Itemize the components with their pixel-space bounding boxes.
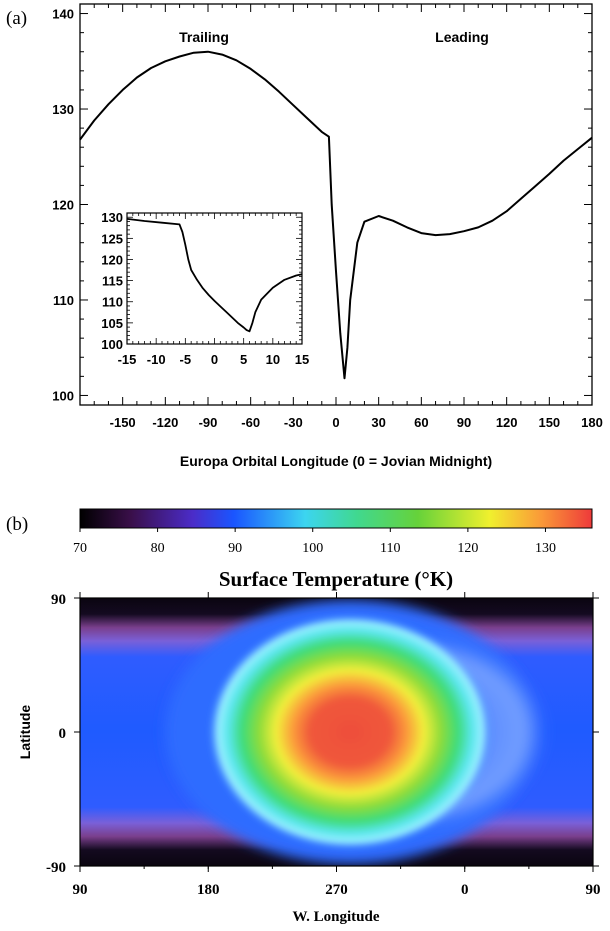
y-tick-label: 110 bbox=[53, 293, 74, 308]
inset-x-tick-label: 5 bbox=[240, 352, 247, 367]
x-axis-title-b: W. Longitude bbox=[293, 909, 380, 925]
x-tick-label: 120 bbox=[496, 415, 518, 430]
heatmap-ticks: 90 180 270 0 90 90 0 -90 bbox=[46, 592, 601, 898]
y-tick-label: 140 bbox=[52, 7, 74, 22]
x-tick-label: 0 bbox=[332, 415, 339, 430]
inset-y-tick-label: 105 bbox=[101, 316, 123, 331]
x-tick-label: -60 bbox=[241, 415, 260, 430]
inset-y-tick-label: 130 bbox=[101, 210, 123, 225]
colorbar-tick-label: 90 bbox=[228, 541, 242, 556]
inset-chart: -15 -10 -5 0 5 10 15 100 105 110 115 120 125 130 bbox=[101, 210, 309, 367]
x-tick-label: -120 bbox=[152, 415, 178, 430]
inset-y-tick-label: 120 bbox=[101, 252, 123, 267]
inset-x-tick-label: 0 bbox=[211, 352, 218, 367]
x-tick-label: 90 bbox=[457, 415, 471, 430]
inset-y-tick-label: 110 bbox=[102, 295, 123, 310]
leading-annotation: Leading bbox=[435, 29, 489, 45]
x-tick-label: 60 bbox=[414, 415, 428, 430]
inset-y-tick-label: 125 bbox=[101, 231, 123, 246]
x-tick-label: 30 bbox=[371, 415, 385, 430]
x-tick-label: -90 bbox=[199, 415, 218, 430]
map-y-tick-label: 90 bbox=[51, 592, 66, 608]
colorbar-tick-label: 80 bbox=[151, 541, 165, 556]
line-chart-a: -150 -120 -90 -60 -30 0 30 60 90 120 150 1801001101… bbox=[52, 3, 603, 430]
x-axis-title-a: Europa Orbital Longitude (0 = Jovian Mid… bbox=[180, 453, 492, 469]
inset-x-tick-label: 10 bbox=[266, 352, 280, 367]
inset-x-tick-label: -15 bbox=[118, 352, 137, 367]
colorbar-ticks: 70 80 90 100 110 120 130 bbox=[73, 528, 556, 556]
x-tick-label: -30 bbox=[284, 415, 303, 430]
colorbar-tick-label: 120 bbox=[457, 541, 478, 556]
y-tick-label: 100 bbox=[52, 388, 74, 403]
temperature-line bbox=[79, 50, 593, 380]
colorbar-tick-label: 70 bbox=[73, 541, 87, 556]
y-axis-title-b: Latitude bbox=[17, 705, 33, 760]
map-x-tick-label: 270 bbox=[325, 882, 348, 898]
colorbar-tick-label: 110 bbox=[380, 541, 400, 556]
map-x-tick-label: 90 bbox=[586, 882, 601, 898]
inset-y-tick-label: 115 bbox=[102, 274, 123, 289]
inset-x-tick-label: 15 bbox=[295, 352, 309, 367]
inset-line bbox=[126, 218, 303, 333]
x-tick-label: 180 bbox=[581, 415, 603, 430]
inset-x-tick-label: -5 bbox=[180, 352, 192, 367]
inset-x-tick-label: -10 bbox=[147, 352, 166, 367]
map-x-tick-label: 90 bbox=[73, 882, 88, 898]
trailing-annotation: Trailing bbox=[179, 29, 229, 45]
map-title: Surface Temperature (°K) bbox=[219, 567, 453, 591]
colorbar-tick-label: 100 bbox=[302, 541, 323, 556]
panel-b-label: (b) bbox=[6, 514, 28, 535]
map-y-tick-label: -90 bbox=[46, 860, 66, 876]
temperature-heatmap bbox=[80, 598, 593, 866]
inset-frame bbox=[126, 212, 303, 345]
map-x-tick-label: 0 bbox=[461, 882, 469, 898]
y-tick-label: 120 bbox=[52, 198, 74, 213]
panel-a-label: (a) bbox=[6, 8, 27, 29]
inset-y-tick-label: 100 bbox=[101, 337, 123, 352]
x-tick-label: 150 bbox=[538, 415, 560, 430]
map-x-tick-label: 180 bbox=[197, 882, 220, 898]
colorbar-tick-label: 130 bbox=[535, 541, 556, 556]
colorbar bbox=[79, 508, 593, 529]
x-tick-label: -150 bbox=[110, 415, 136, 430]
map-y-tick-label: 0 bbox=[59, 726, 67, 742]
y-tick-label: 130 bbox=[52, 102, 74, 117]
